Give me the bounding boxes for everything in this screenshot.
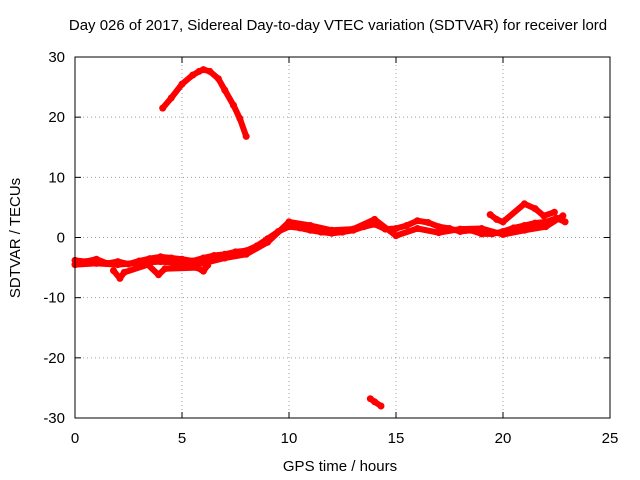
data-point bbox=[377, 402, 385, 410]
x-tick-label: 20 bbox=[495, 430, 512, 447]
data-point bbox=[229, 101, 237, 109]
data-point bbox=[189, 71, 197, 79]
data-point bbox=[424, 219, 432, 226]
data-point bbox=[349, 225, 357, 233]
data-point bbox=[157, 253, 165, 261]
y-tick-label: -20 bbox=[43, 350, 65, 367]
data-point bbox=[540, 212, 548, 220]
data-point bbox=[392, 232, 400, 240]
data-point bbox=[206, 67, 214, 75]
data-point bbox=[116, 274, 124, 282]
data-point bbox=[242, 132, 250, 140]
data-point bbox=[550, 208, 558, 216]
x-tick-label: 5 bbox=[178, 430, 186, 447]
data-point bbox=[144, 261, 152, 269]
data-point bbox=[403, 222, 411, 229]
data-point bbox=[236, 114, 244, 122]
data-point bbox=[531, 219, 539, 227]
data-point bbox=[204, 261, 212, 269]
data-point bbox=[193, 264, 201, 272]
data-point bbox=[199, 267, 207, 275]
x-axis-label: GPS time / hours bbox=[283, 458, 397, 475]
data-point bbox=[214, 75, 222, 83]
y-tick-label: 30 bbox=[48, 49, 65, 66]
grid bbox=[75, 57, 610, 418]
data-point bbox=[178, 80, 186, 88]
data-point bbox=[328, 226, 336, 234]
data-point bbox=[435, 229, 443, 237]
data-point bbox=[161, 265, 169, 273]
data-point bbox=[120, 268, 128, 276]
data-point bbox=[478, 230, 486, 238]
data-point bbox=[285, 218, 293, 226]
x-tick-label: 25 bbox=[602, 430, 619, 447]
y-tick-label: 10 bbox=[48, 169, 65, 186]
x-tick-label: 0 bbox=[71, 430, 79, 447]
data-point bbox=[221, 254, 229, 262]
data-point bbox=[486, 211, 494, 219]
y-tick-label: -30 bbox=[43, 410, 65, 427]
data-point bbox=[92, 259, 100, 267]
data-point bbox=[531, 205, 539, 213]
x-tick-label: 15 bbox=[388, 430, 405, 447]
data-point bbox=[413, 217, 421, 225]
y-tick-label: -10 bbox=[43, 290, 65, 307]
data-point bbox=[167, 94, 175, 102]
data-point bbox=[520, 226, 528, 234]
data-point bbox=[493, 215, 501, 223]
data-point bbox=[561, 218, 569, 226]
axis-ticks: 0 5 10 15 20 25 -30 -20 -10 0 10 20 30 bbox=[43, 49, 618, 447]
data-point bbox=[435, 223, 443, 231]
x-tick-label: 10 bbox=[281, 430, 298, 447]
y-axis-label: SDTVAR / TECUs bbox=[7, 178, 24, 298]
y-tick-label: 20 bbox=[48, 109, 65, 126]
data-point bbox=[306, 222, 314, 229]
data-point bbox=[114, 261, 122, 269]
data-point bbox=[159, 104, 167, 112]
data-point bbox=[371, 398, 379, 406]
data-point bbox=[559, 212, 567, 220]
data-point bbox=[199, 66, 207, 74]
data-point bbox=[499, 218, 507, 226]
series-layer bbox=[71, 66, 569, 410]
data-point bbox=[242, 250, 250, 258]
data-point bbox=[520, 200, 528, 208]
y-tick-label: 0 bbox=[57, 230, 65, 247]
data-point bbox=[110, 267, 117, 275]
data-point bbox=[456, 225, 464, 233]
data-point bbox=[499, 231, 507, 238]
series-line-secondary-trace bbox=[72, 212, 566, 268]
data-point bbox=[478, 225, 486, 232]
data-point bbox=[264, 238, 272, 246]
data-point bbox=[392, 225, 400, 232]
data-point bbox=[413, 225, 421, 232]
chart-title: Day 026 of 2017, Sidereal Day-to-day VTE… bbox=[69, 17, 607, 34]
data-point bbox=[542, 223, 550, 231]
data-point bbox=[371, 215, 379, 223]
data-point bbox=[221, 86, 229, 94]
data-point bbox=[199, 254, 207, 262]
data-point bbox=[155, 271, 162, 279]
data-point bbox=[157, 258, 165, 266]
